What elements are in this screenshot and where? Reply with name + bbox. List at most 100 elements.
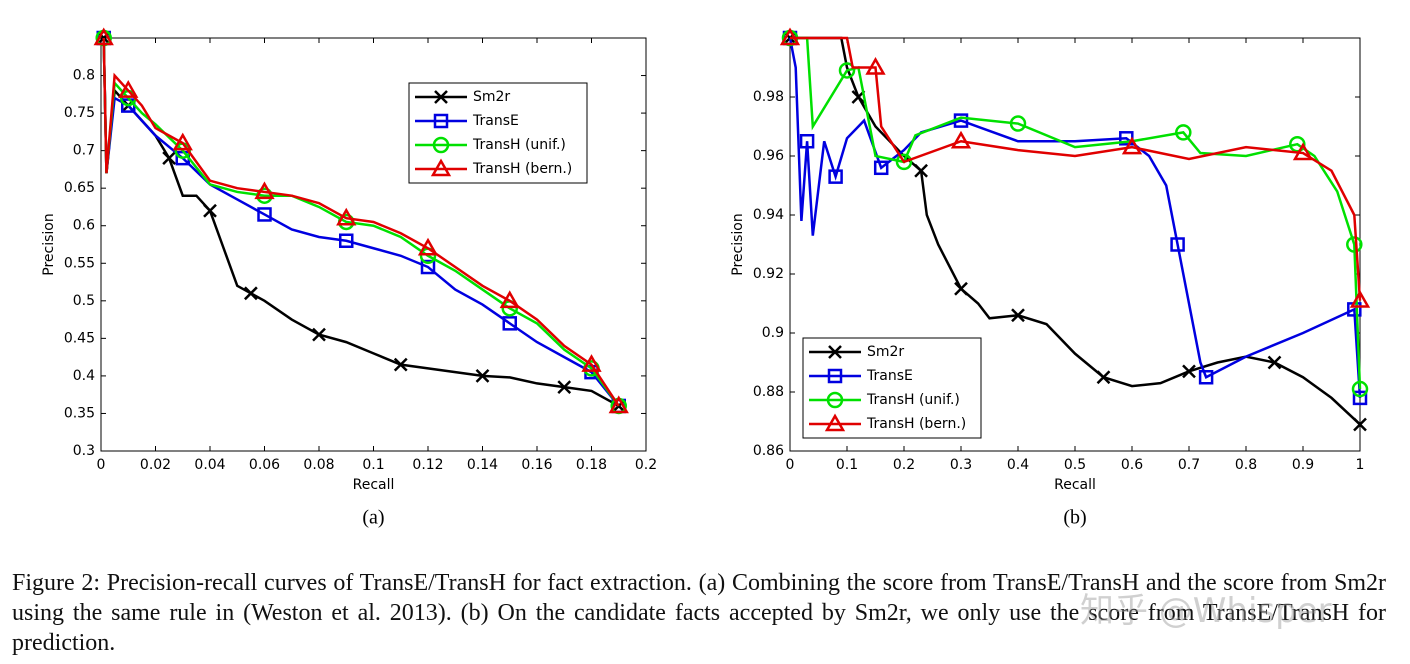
y-tick-label: 0.92 (753, 266, 784, 282)
marker (1292, 142, 1314, 161)
y-tick-label: 0.35 (64, 405, 95, 421)
x-tick-label: 0.6 (1121, 457, 1143, 473)
legend-label: TransH (bern.) (866, 416, 966, 432)
x-tick-label: 0.04 (194, 457, 225, 473)
marker (254, 181, 275, 200)
marker (1011, 308, 1025, 323)
x-tick-label: 0.02 (140, 457, 171, 473)
series-line (102, 37, 620, 407)
marker (93, 27, 114, 46)
legend-label: Sm2r (867, 344, 904, 360)
x-tick-label: 0.3 (950, 457, 972, 473)
y-axis-label: Precision (730, 213, 746, 275)
marker (393, 357, 408, 372)
marker (339, 233, 354, 248)
marker (608, 395, 629, 414)
marker (799, 134, 815, 149)
marker (873, 160, 889, 176)
x-tick-label: 0.08 (303, 457, 334, 473)
marker (499, 290, 520, 309)
marker (1346, 236, 1363, 253)
watermark: 知乎 @Whisper (1080, 591, 1332, 631)
marker (118, 80, 139, 98)
x-tick-label: 0 (97, 457, 106, 473)
marker (1096, 370, 1111, 385)
legend-marker (434, 90, 448, 104)
marker (312, 327, 326, 342)
series-line (102, 37, 620, 407)
marker (1009, 115, 1027, 132)
x-tick-label: 0.18 (576, 457, 607, 473)
marker (954, 281, 968, 296)
legend-marker (826, 391, 844, 409)
legend-marker (827, 368, 843, 384)
marker (172, 132, 193, 151)
legend-label: TransH (unif.) (472, 137, 566, 153)
x-tick-label: 0.7 (1178, 457, 1200, 473)
marker (502, 316, 517, 331)
x-tick-label: 0.4 (1007, 457, 1029, 473)
marker (1182, 364, 1196, 379)
marker (1349, 290, 1371, 308)
y-tick-label: 0.86 (753, 443, 784, 459)
marker (1267, 355, 1282, 370)
marker (1289, 135, 1306, 153)
x-tick-label: 0.1 (836, 457, 858, 473)
x-tick-label: 0.06 (249, 457, 280, 473)
x-tick-label: 0.16 (521, 457, 552, 473)
legend-marker (430, 158, 452, 177)
marker (1175, 124, 1192, 141)
marker (1170, 237, 1185, 252)
sublabel: (a) (362, 507, 384, 529)
y-tick-label: 0.88 (753, 384, 784, 400)
legend-marker (433, 113, 449, 129)
marker (420, 259, 436, 275)
legend-label: TransH (bern.) (472, 161, 572, 177)
y-tick-label: 0.7 (73, 143, 95, 159)
marker (257, 207, 272, 222)
y-tick-label: 0.6 (73, 218, 95, 234)
x-tick-label: 0.8 (1235, 457, 1257, 473)
marker (1121, 136, 1143, 155)
x-tick-label: 0.1 (362, 457, 384, 473)
x-tick-label: 0.9 (1292, 457, 1314, 473)
x-tick-label: 1 (1356, 457, 1365, 473)
x-tick-label: 0.12 (412, 457, 443, 473)
legend-marker (828, 345, 842, 359)
legend-marker (824, 413, 846, 432)
series-line (788, 37, 1362, 398)
series-line (790, 36, 1362, 301)
figure: 0 0.02 0.04 0.06 0.08 0.1 0.12 0.14 0.16 0.18 0.2 0… (41, 27, 1371, 529)
x-tick-label: 0 (786, 457, 795, 473)
y-tick-label: 0.9 (762, 325, 784, 341)
legend-label: TransH (unif.) (866, 392, 960, 408)
caption: Figure 2: Precision-recall curves of Tra… (12, 570, 1386, 656)
x-tick-label: 0.14 (467, 457, 498, 473)
x-axis-label: Recall (353, 477, 395, 493)
y-tick-label: 0.98 (753, 89, 784, 105)
y-tick-label: 0.65 (64, 180, 95, 196)
marker (243, 286, 258, 301)
legend-label: TransE (472, 113, 519, 129)
y-axis-label: Precision (41, 213, 57, 275)
y-tick-label: 0.55 (64, 255, 95, 271)
x-tick-label: 0.5 (1064, 457, 1086, 473)
legend-label: TransE (866, 368, 913, 384)
marker (828, 169, 843, 184)
marker (865, 56, 886, 75)
legend-label: Sm2r (473, 89, 510, 105)
marker (1353, 417, 1367, 432)
legend-marker (432, 136, 450, 154)
marker (1198, 370, 1214, 385)
marker (950, 130, 972, 149)
x-axis-label: Recall (1054, 477, 1096, 493)
y-tick-label: 0.75 (64, 105, 95, 121)
marker (779, 27, 801, 46)
marker (895, 153, 913, 171)
y-tick-label: 0.4 (73, 368, 95, 384)
sublabel: (b) (1063, 507, 1086, 529)
marker (914, 163, 928, 178)
marker (336, 207, 357, 226)
y-tick-label: 0.8 (73, 68, 95, 84)
